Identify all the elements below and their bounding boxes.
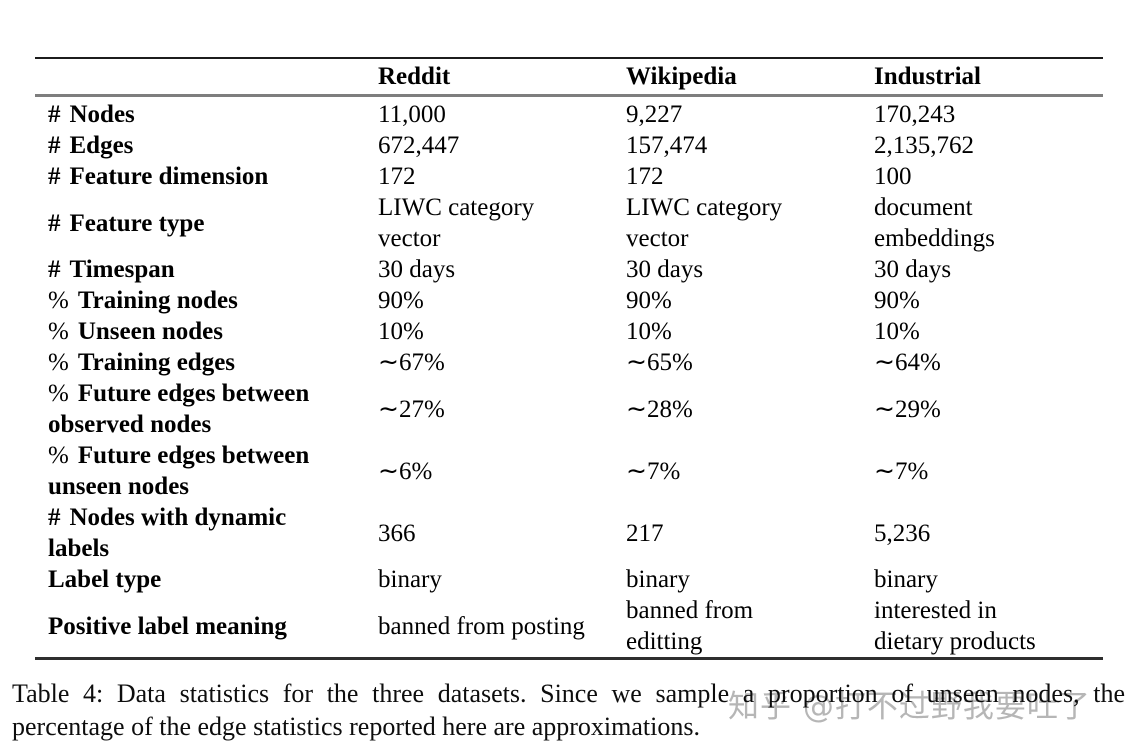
table-row-training-edges: % Training edges ∼67% ∼65% ∼64% bbox=[35, 347, 1103, 378]
row-label-text: Label type bbox=[48, 566, 162, 593]
row-prefix: # bbox=[48, 504, 61, 531]
cell-value: 10% bbox=[378, 318, 424, 345]
cell-value: ∼7% bbox=[626, 457, 681, 485]
row-label-text: Training nodes bbox=[77, 287, 238, 314]
cell-value: 30 days bbox=[874, 256, 952, 283]
cell-value: 5,236 bbox=[874, 519, 931, 547]
row-label: % Future edges between unseen nodes bbox=[35, 440, 378, 502]
row-label-text: Positive label meaning bbox=[48, 612, 287, 640]
row-prefix: # bbox=[48, 101, 61, 128]
cell-value: 90% bbox=[378, 287, 424, 314]
table-row-positive-label-meaning: Positive label meaning banned from posti… bbox=[35, 595, 1103, 659]
row-label: # Timespan bbox=[35, 254, 378, 285]
row-label: % Training edges bbox=[35, 347, 378, 378]
cell-value: LIWC category vector bbox=[626, 194, 783, 252]
cell-value: banned from editting bbox=[626, 597, 754, 655]
data-statistics-table: Reddit Wikipedia Industrial # Nodes 11,00… bbox=[35, 57, 1103, 660]
table-row-feature-dimension: # Feature dimension 172 172 100 bbox=[35, 161, 1103, 192]
row-label: % Future edges between observed nodes bbox=[35, 378, 378, 440]
cell-value: ∼27% bbox=[378, 395, 445, 423]
cell-value: ∼65% bbox=[626, 349, 693, 376]
cell-value: 90% bbox=[626, 287, 672, 314]
cell-value: 10% bbox=[874, 318, 920, 345]
cell-value: binary bbox=[626, 566, 690, 593]
data-statistics-table-wrap: Reddit Wikipedia Industrial # Nodes 11,00… bbox=[35, 57, 1103, 660]
cell-value: ∼28% bbox=[626, 395, 693, 423]
row-prefix: # bbox=[48, 209, 61, 237]
row-label: # Feature dimension bbox=[35, 161, 378, 192]
table-row-label-type: Label type binary binary binary bbox=[35, 564, 1103, 595]
column-header-wikipedia: Wikipedia bbox=[626, 58, 874, 97]
row-label-text: Unseen nodes bbox=[77, 318, 223, 345]
row-prefix: % bbox=[48, 380, 69, 407]
row-label: % Unseen nodes bbox=[35, 316, 378, 347]
column-header-reddit: Reddit bbox=[378, 58, 626, 97]
row-label-text: Feature dimension bbox=[69, 163, 269, 190]
row-label: # Nodes bbox=[35, 96, 378, 131]
cell-value: 100 bbox=[874, 163, 912, 190]
row-label-text: Edges bbox=[69, 132, 134, 159]
cell-value: ∼67% bbox=[378, 349, 445, 376]
cell-value: LIWC category vector bbox=[378, 194, 535, 252]
table-caption: Table 4: Data statistics for the three d… bbox=[12, 679, 1125, 741]
table-row-feature-type: # Feature type LIWC category vector LIWC … bbox=[35, 192, 1103, 254]
cell-value: 172 bbox=[626, 163, 664, 190]
cell-value: 10% bbox=[626, 318, 672, 345]
cell-value: ∼6% bbox=[378, 457, 433, 485]
table-row-dynamic-labels: # Nodes with dynamic labels 366 217 5,236 bbox=[35, 502, 1103, 564]
row-label: Label type bbox=[35, 564, 378, 595]
row-label-text: Future edges between unseen nodes bbox=[48, 442, 310, 500]
row-label-text: Training edges bbox=[77, 349, 236, 376]
row-prefix: % bbox=[48, 287, 69, 314]
cell-value: 157,474 bbox=[626, 132, 708, 159]
cell-value: 2,135,762 bbox=[874, 132, 974, 159]
row-prefix: % bbox=[48, 442, 69, 469]
row-prefix: # bbox=[48, 132, 61, 159]
cell-value: 30 days bbox=[378, 256, 456, 283]
cell-value: 11,000 bbox=[378, 101, 446, 128]
row-label: Positive label meaning bbox=[35, 595, 378, 659]
row-label-text: Future edges between observed nodes bbox=[48, 380, 310, 438]
row-label-text: Timespan bbox=[69, 256, 175, 283]
zhihu-watermark: 知乎 @打不过野我要吐了 bbox=[728, 689, 1091, 725]
cell-value: binary bbox=[378, 566, 442, 593]
table-row-nodes: # Nodes 11,000 9,227 170,243 bbox=[35, 96, 1103, 131]
cell-value: 172 bbox=[378, 163, 416, 190]
cell-value: 672,447 bbox=[378, 132, 460, 159]
cell-value: document embeddings bbox=[874, 194, 995, 252]
cell-value: banned from posting bbox=[378, 612, 585, 640]
table-row-training-nodes: % Training nodes 90% 90% 90% bbox=[35, 285, 1103, 316]
table-row-future-edges-observed: % Future edges between observed nodes ∼27… bbox=[35, 378, 1103, 440]
row-prefix: # bbox=[48, 163, 61, 190]
table-row-future-edges-unseen: % Future edges between unseen nodes ∼6% ∼… bbox=[35, 440, 1103, 502]
row-prefix: # bbox=[48, 256, 61, 283]
row-label: # Nodes with dynamic labels bbox=[35, 502, 378, 564]
row-label: # Feature type bbox=[35, 192, 378, 254]
column-header-industrial: Industrial bbox=[874, 58, 1103, 97]
row-prefix: % bbox=[48, 318, 69, 345]
cell-value: 366 bbox=[378, 519, 416, 547]
table-row-unseen-nodes: % Unseen nodes 10% 10% 10% bbox=[35, 316, 1103, 347]
row-label-text: Nodes with dynamic labels bbox=[48, 504, 287, 562]
row-label-text: Feature type bbox=[69, 209, 205, 237]
row-prefix: % bbox=[48, 349, 69, 376]
table-row-timespan: # Timespan 30 days 30 days 30 days bbox=[35, 254, 1103, 285]
row-label: % Training nodes bbox=[35, 285, 378, 316]
cell-value: 217 bbox=[626, 519, 664, 547]
cell-value: 9,227 bbox=[626, 101, 683, 128]
cell-value: 30 days bbox=[626, 256, 704, 283]
header-row: Reddit Wikipedia Industrial bbox=[35, 58, 1103, 97]
cell-value: interested in dietary products bbox=[874, 597, 1036, 655]
header-empty-cell bbox=[35, 58, 378, 97]
cell-value: ∼29% bbox=[874, 395, 941, 423]
cell-value: ∼64% bbox=[874, 349, 941, 376]
cell-value: 90% bbox=[874, 287, 920, 314]
row-label: # Edges bbox=[35, 130, 378, 161]
cell-value: binary bbox=[874, 566, 938, 593]
cell-value: ∼7% bbox=[874, 457, 929, 485]
cell-value: 170,243 bbox=[874, 101, 956, 128]
row-label-text: Nodes bbox=[69, 101, 135, 128]
table-row-edges: # Edges 672,447 157,474 2,135,762 bbox=[35, 130, 1103, 161]
